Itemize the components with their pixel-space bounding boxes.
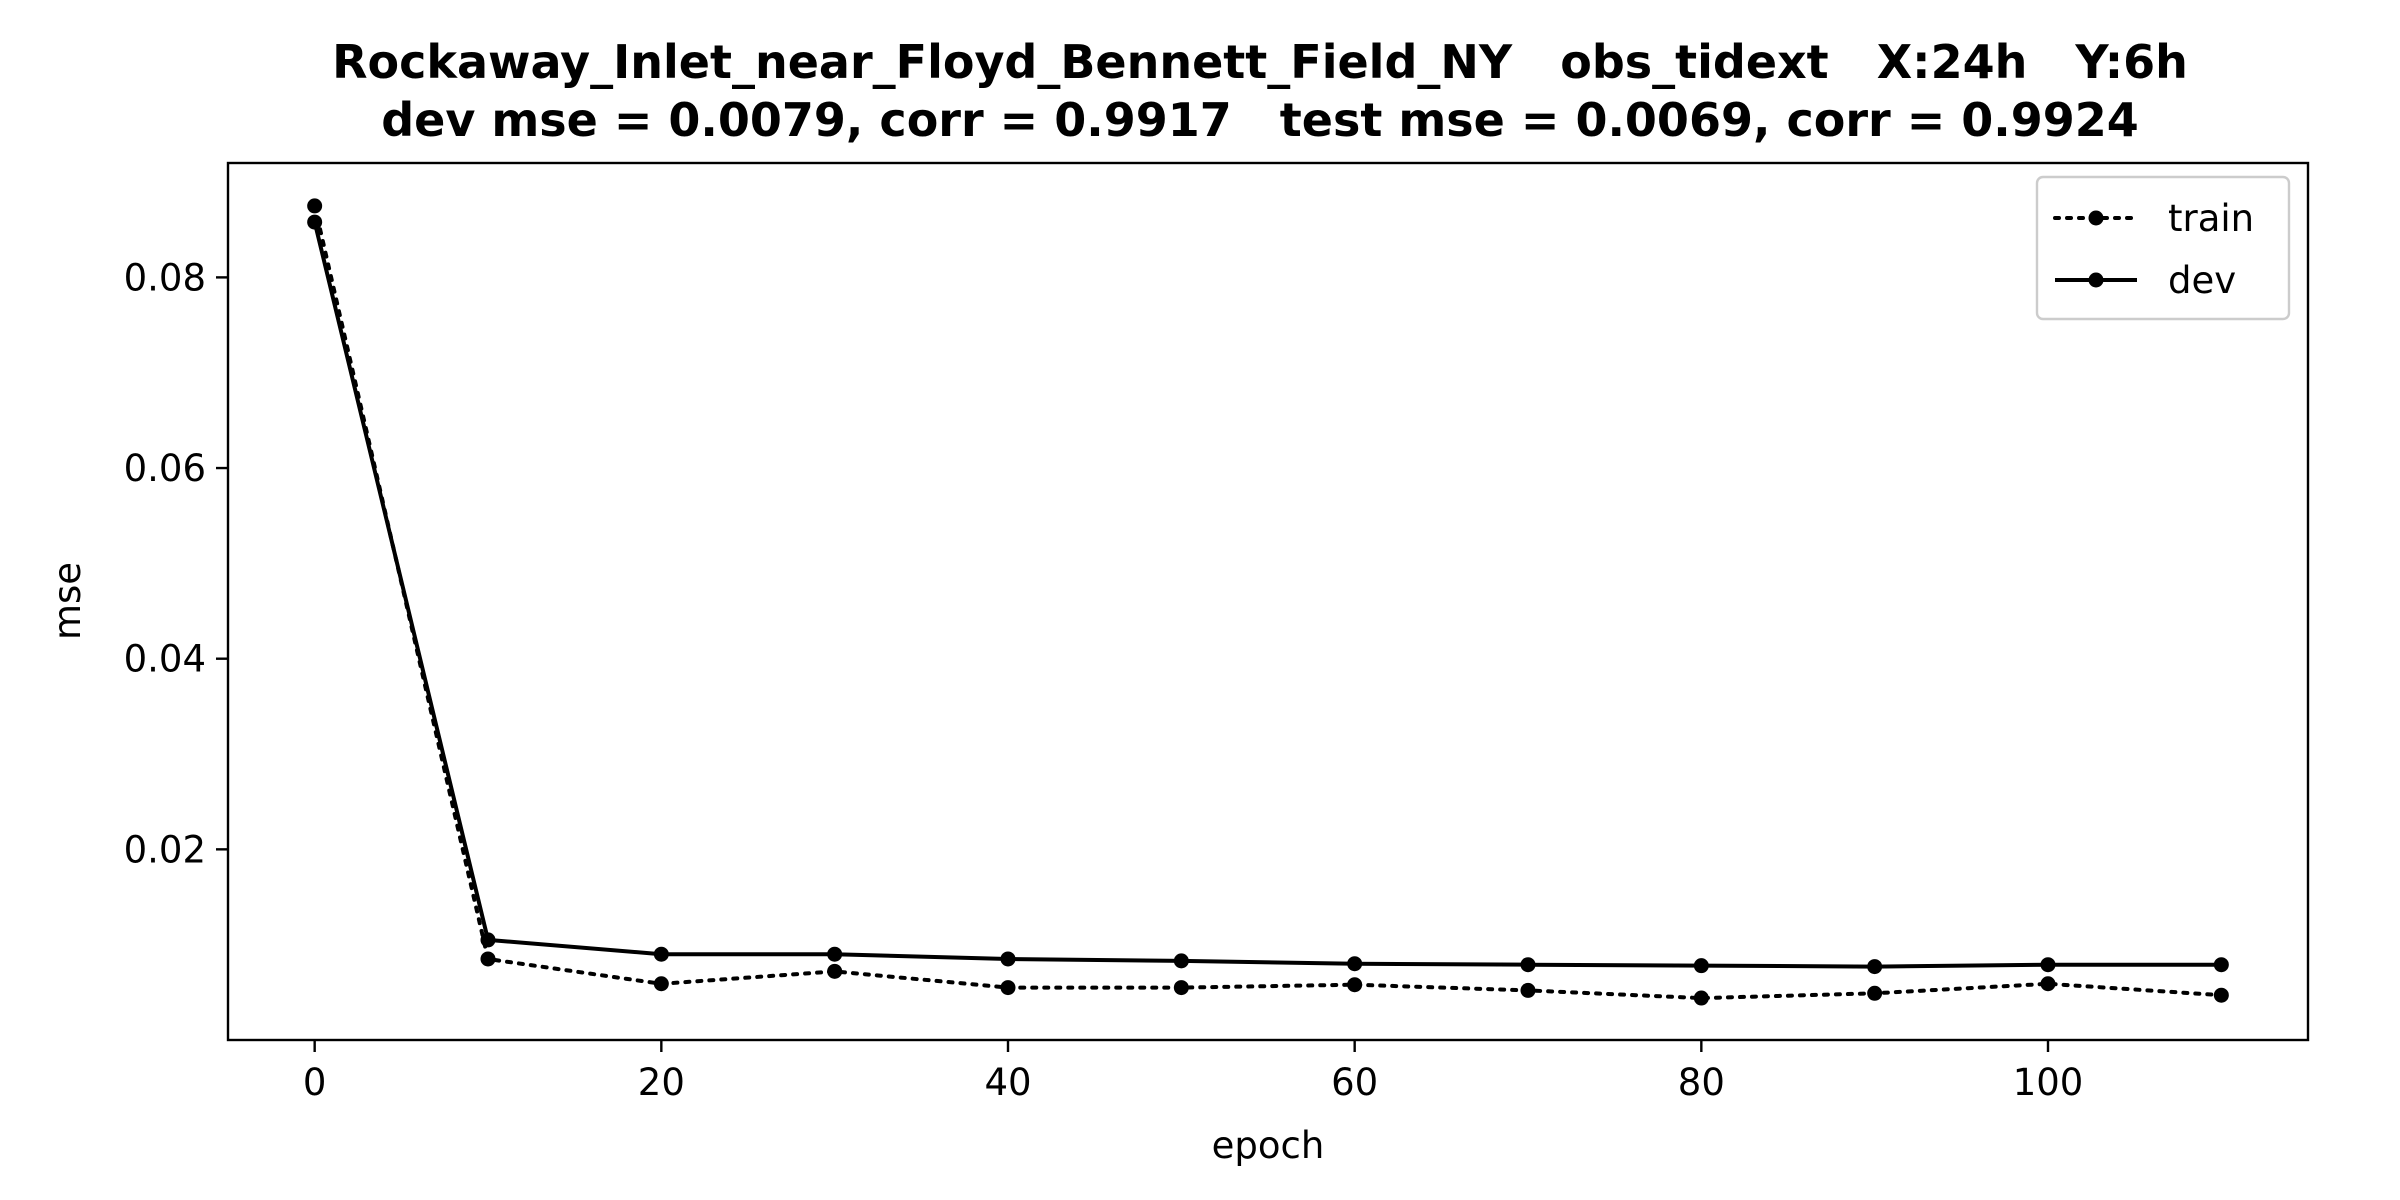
data-point-train [1000, 980, 1016, 996]
y-tick-label: 0.08 [124, 256, 206, 299]
x-tick-label: 0 [303, 1061, 327, 1104]
legend-label-train: train [2168, 197, 2254, 240]
y-tick-label: 0.04 [124, 638, 206, 681]
chart-subtitle: dev mse = 0.0079, corr = 0.9917 test mse… [381, 93, 2139, 147]
data-point-train [2040, 976, 2056, 992]
series-line-dev [312, 221, 2222, 969]
x-tick-label: 100 [2013, 1061, 2084, 1104]
x-tick-label: 60 [1331, 1061, 1378, 1104]
data-point-train [480, 951, 496, 967]
data-point-dev [827, 946, 843, 962]
data-point-dev [1693, 958, 1709, 974]
data-point-train [653, 976, 669, 992]
x-tick-label: 80 [1678, 1061, 1725, 1104]
data-point-dev [1173, 953, 1189, 969]
data-point-dev [480, 932, 496, 948]
x-tick-label: 40 [984, 1061, 1031, 1104]
data-point-dev [2040, 957, 2056, 973]
plot-area [307, 198, 2229, 1006]
data-point-dev [1347, 956, 1363, 972]
data-point-train [1693, 990, 1709, 1006]
y-tick-label: 0.02 [124, 828, 206, 871]
y-axis-label: mse [46, 562, 89, 640]
data-point-train [1347, 977, 1363, 993]
data-point-dev [1520, 957, 1536, 973]
y-tick-label: 0.06 [124, 447, 206, 490]
axes-frame [226, 161, 2310, 1042]
data-point-dev [653, 946, 669, 962]
data-point-dev [2213, 957, 2229, 973]
data-point-dev [1000, 951, 1016, 967]
data-point-train [307, 198, 323, 214]
data-point-train [827, 963, 843, 979]
data-point-train [1173, 980, 1189, 996]
data-point-dev [307, 214, 323, 230]
data-point-train [1520, 982, 1536, 998]
x-axis-label: epoch [1212, 1124, 1325, 1167]
legend-label-dev: dev [2168, 259, 2236, 302]
data-point-dev [1867, 959, 1883, 975]
legend-marker-train [2088, 210, 2104, 226]
data-point-train [1867, 985, 1883, 1001]
x-tick-label: 20 [638, 1061, 685, 1104]
legend: train dev [2035, 175, 2291, 321]
legend-marker-dev [2088, 272, 2104, 288]
data-point-train [2213, 987, 2229, 1003]
chart-title: Rockaway_Inlet_near_Floyd_Bennett_Field_… [332, 35, 2188, 89]
axis-ticks: 0 20 40 60 80 100 0.02 0.04 0.06 0.08 [124, 256, 2084, 1104]
